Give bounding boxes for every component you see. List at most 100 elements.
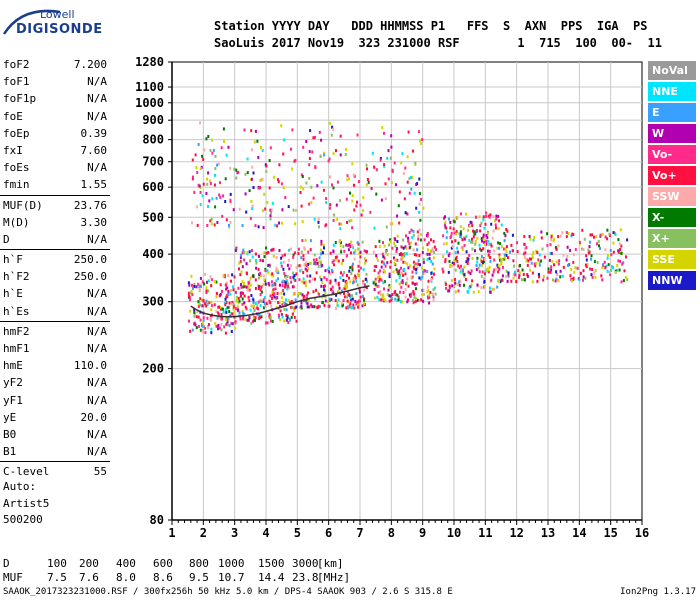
echo-point — [395, 247, 398, 251]
param-row: hmF1 N/A — [0, 340, 110, 357]
echo-point — [362, 268, 365, 272]
echo-point — [263, 296, 266, 300]
echo-point — [342, 287, 345, 291]
echo-point — [329, 272, 332, 276]
echo-point — [199, 190, 202, 194]
param-name: B1 — [3, 445, 17, 459]
echo-point — [576, 266, 579, 270]
echo-point — [254, 316, 257, 320]
echo-point — [308, 163, 311, 167]
echo-point — [199, 276, 202, 280]
param-value: 1.55 — [80, 178, 108, 192]
echo-point — [601, 232, 604, 236]
echo-point — [397, 204, 400, 208]
echo-point — [512, 272, 515, 276]
echo-point — [257, 284, 260, 288]
echo-point — [444, 260, 447, 264]
echo-point — [390, 294, 393, 298]
echo-point — [264, 269, 267, 273]
echo-point — [199, 328, 202, 332]
echo-point — [335, 281, 338, 285]
echo-point — [331, 291, 333, 295]
echo-point — [202, 321, 205, 325]
echo-point — [290, 147, 292, 151]
distance-value: 200 — [79, 557, 99, 570]
param-row: yE 20.0 — [0, 409, 110, 426]
echo-point — [396, 214, 399, 218]
echo-point — [454, 290, 457, 294]
echo-point — [458, 266, 461, 270]
echo-point — [228, 225, 231, 229]
echo-point — [353, 257, 356, 261]
echo-point — [397, 298, 400, 302]
echo-point — [295, 266, 298, 270]
echo-point — [484, 222, 487, 226]
echo-point — [273, 292, 276, 296]
echo-point — [467, 228, 469, 232]
echo-point — [472, 235, 475, 239]
echo-point — [273, 282, 275, 286]
echo-point — [383, 131, 385, 135]
echo-point — [320, 180, 323, 184]
echo-point — [381, 296, 384, 300]
echo-point — [470, 283, 473, 287]
echo-point — [610, 253, 613, 257]
echo-point — [573, 270, 576, 274]
param-value: N/A — [87, 287, 107, 301]
echo-point — [373, 165, 376, 169]
echo-point — [394, 297, 397, 301]
echo-point — [282, 279, 285, 283]
param-value: 55 — [93, 465, 107, 479]
echo-point — [488, 265, 491, 269]
echo-point — [507, 271, 510, 275]
param-name: hmE — [3, 359, 23, 373]
echo-point — [239, 260, 242, 264]
echo-point — [284, 196, 287, 199]
echo-point — [550, 251, 553, 255]
echo-point — [300, 301, 303, 305]
echo-point — [383, 256, 386, 260]
distance-value: 1500 — [258, 557, 285, 570]
echo-point — [454, 239, 457, 243]
echo-point — [366, 167, 368, 171]
echo-point — [617, 251, 620, 254]
echo-point — [474, 232, 477, 236]
echo-point — [219, 195, 222, 199]
echo-point — [527, 259, 530, 263]
echo-point — [306, 302, 309, 305]
echo-point — [323, 284, 326, 288]
echo-point — [346, 174, 349, 178]
echo-point — [234, 249, 237, 252]
echo-point — [238, 311, 241, 315]
echo-point — [337, 259, 340, 263]
echo-point — [283, 271, 286, 275]
echo-point — [433, 286, 436, 290]
echo-point — [311, 305, 314, 309]
echo-point — [478, 243, 481, 247]
echo-point — [302, 295, 305, 299]
param-row: M(D) 3.30 — [0, 214, 110, 231]
echo-point — [624, 275, 627, 279]
echo-point — [252, 186, 255, 189]
echo-point — [351, 268, 354, 272]
echo-point — [315, 258, 318, 262]
echo-point — [442, 234, 445, 238]
echo-point — [243, 285, 246, 289]
param-row: h`F 250.0 — [0, 251, 110, 268]
echo-point — [556, 273, 558, 277]
x-tick-label: 9 — [419, 526, 426, 540]
echo-point — [286, 285, 289, 289]
echo-point — [267, 271, 270, 275]
param-row: B1 N/A — [0, 443, 110, 460]
echo-point — [268, 283, 271, 287]
echo-point — [467, 270, 470, 274]
echo-point — [249, 216, 252, 220]
echo-point — [205, 299, 208, 303]
echo-point — [318, 130, 321, 134]
echo-point — [314, 262, 317, 266]
echo-point — [286, 287, 289, 291]
echo-point — [480, 255, 483, 259]
echo-point — [582, 275, 585, 279]
echo-point — [348, 293, 351, 297]
echo-point — [349, 302, 352, 306]
